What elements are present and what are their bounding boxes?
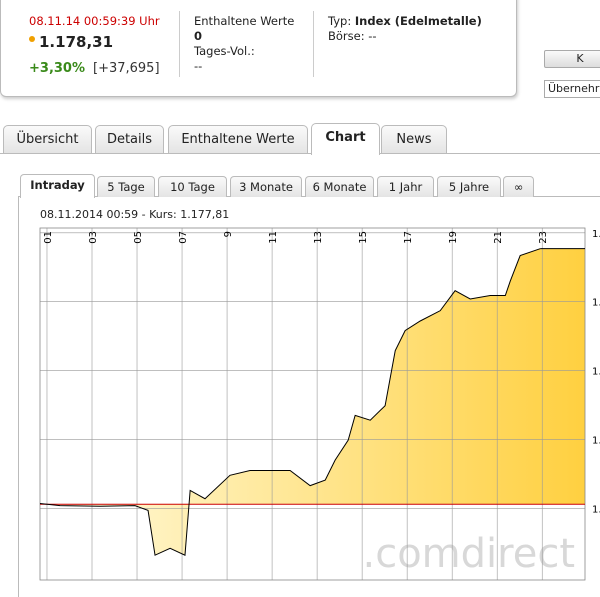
x-tick-label: 15 <box>358 231 369 244</box>
change-pct: +3,30% <box>29 61 85 76</box>
button[interactable]: K <box>544 50 600 68</box>
y-tick-label: 1.150 <box>592 435 600 446</box>
tab[interactable]: Details <box>95 125 164 153</box>
x-tick-label: 19 <box>448 231 459 244</box>
y-tick-label: 1.160 <box>592 367 600 378</box>
x-tick-label: 23 <box>538 231 549 244</box>
select[interactable]: Übernehr <box>544 80 600 98</box>
separator <box>313 11 314 77</box>
x-tick-label: 05 <box>133 231 144 244</box>
x-tick-label: 11 <box>268 231 279 244</box>
y-tick-label: 1.140 <box>592 504 600 515</box>
subtab-active[interactable]: Intraday <box>20 174 95 198</box>
subtab[interactable]: 6 Monate <box>305 176 374 197</box>
change-abs: [+37,695] <box>93 61 160 76</box>
watermark: .comdirect <box>363 531 576 577</box>
members-label: Enthaltene Werte <box>194 14 295 28</box>
subtab[interactable]: 5 Tage <box>97 176 155 197</box>
subtab[interactable]: ∞ <box>503 176 534 197</box>
subtab[interactable]: 10 Tage <box>158 176 227 197</box>
x-tick-label: 9 <box>223 231 234 237</box>
bullet <box>29 36 35 42</box>
plot-frame <box>39 227 586 581</box>
chart: .comdirect 1.140 1.150 1.160 1.170 1.180 01 03… <box>39 227 600 581</box>
tab[interactable]: Enthaltene Werte <box>168 125 308 153</box>
volume-label: Tages-Vol.: <box>194 44 255 58</box>
quote-box: 08.11.14 00:59:39 Uhr 1.178,31 +3,30% [+… <box>0 0 517 97</box>
type-value: Index (Edelmetalle) <box>354 14 482 28</box>
x-tick-label: 03 <box>88 231 99 244</box>
price: 1.178,31 <box>39 33 114 51</box>
area <box>40 248 585 556</box>
separator <box>179 11 180 77</box>
members-value: 0 <box>194 29 203 43</box>
x-tick-label: 01 <box>43 231 54 244</box>
x-tick-label: 17 <box>403 231 414 244</box>
exchange: Börse: -- <box>328 29 377 43</box>
x-tick-label: 21 <box>493 231 504 244</box>
datetime: 08.11.14 00:59:39 Uhr <box>29 14 160 28</box>
subtab[interactable]: 1 Jahr <box>377 176 434 197</box>
y-tick-label: 1.170 <box>592 298 600 309</box>
chart-caption: 08.11.2014 00:59 - Kurs: 1.177,81 <box>40 208 230 221</box>
tab[interactable]: News <box>381 125 447 153</box>
tab[interactable]: Übersicht <box>3 125 92 153</box>
volume-value: -- <box>194 59 203 73</box>
tab-line <box>0 153 600 154</box>
x-tick-label: 13 <box>313 231 324 244</box>
subtab[interactable]: 3 Monate <box>230 176 302 197</box>
subtab[interactable]: 5 Jahre <box>437 176 501 197</box>
type: Typ: Index (Edelmetalle) <box>328 14 482 28</box>
type-label: Typ: <box>328 14 352 28</box>
y-tick-label: 1.180 <box>592 229 600 240</box>
x-tick-label: 07 <box>178 231 189 244</box>
price-line <box>39 248 541 556</box>
tab-active[interactable]: Chart <box>311 123 380 155</box>
